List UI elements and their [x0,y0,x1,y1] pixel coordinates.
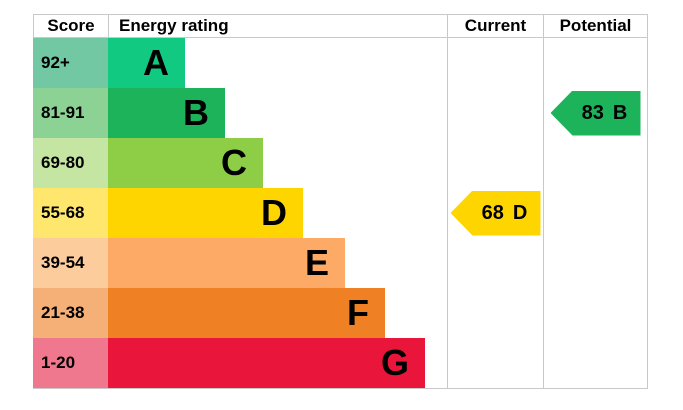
energy-rating-column-header: Energy rating [108,14,447,38]
score-range-label: 55-68 [33,188,108,238]
band-letter: C [221,142,247,183]
potential-cell [543,188,648,238]
potential-cell [543,288,648,338]
band-letter: D [261,192,287,233]
band-bar-e: E [108,238,345,288]
band-row-c: 69-80 C [33,138,648,188]
band-letter: F [347,292,369,333]
current-cell [447,338,543,388]
band-row-g: 1-20 G [33,338,648,388]
potential-rating-band: B [612,101,628,124]
band-letter: A [143,42,169,83]
band-letter: G [380,342,409,383]
band-bar-a: A [108,38,185,88]
band-row-f: 21-38 F [33,288,648,338]
current-cell [447,238,543,288]
band-rows: 92+ A 81-91 B 83 B 69-80 C 55-68 D [33,38,648,389]
potential-cell [543,338,648,388]
potential-cell [543,238,648,288]
current-column-header: Current [447,14,543,38]
score-range-label: 69-80 [33,138,108,188]
epc-rating-chart: Score Energy rating Current Potential 92… [33,14,648,389]
band-row-b: 81-91 B 83 B [33,88,648,138]
potential-cell [543,38,648,88]
score-column-header: Score [33,14,108,38]
current-rating-value: 68 [481,201,504,224]
potential-cell: 83 B [543,88,648,138]
score-range-label: 39-54 [33,238,108,288]
current-cell: 68 D [447,188,543,238]
score-range-label: 1-20 [33,338,108,388]
score-range-label: 21-38 [33,288,108,338]
current-rating-arrow: 68 D [450,190,541,236]
potential-rating-value: 83 [581,101,604,124]
current-cell [447,38,543,88]
band-bar-c: C [108,138,263,188]
band-letter: B [183,92,209,133]
score-range-label: 81-91 [33,88,108,138]
band-row-d: 55-68 D 68 D [33,188,648,238]
score-range-label: 92+ [33,38,108,88]
band-bar-f: F [108,288,385,338]
band-row-a: 92+ A [33,38,648,88]
current-cell [447,138,543,188]
potential-cell [543,138,648,188]
band-bar-b: B [108,88,225,138]
potential-rating-arrow: 83 B [550,90,641,136]
band-bar-d: D [108,188,303,238]
band-letter: E [304,242,329,283]
header-row: Score Energy rating Current Potential [33,14,648,38]
potential-column-header: Potential [543,14,648,38]
current-rating-band: D [512,201,528,224]
band-row-e: 39-54 E [33,238,648,288]
current-cell [447,288,543,338]
current-cell [447,88,543,138]
band-bar-g: G [108,338,425,388]
